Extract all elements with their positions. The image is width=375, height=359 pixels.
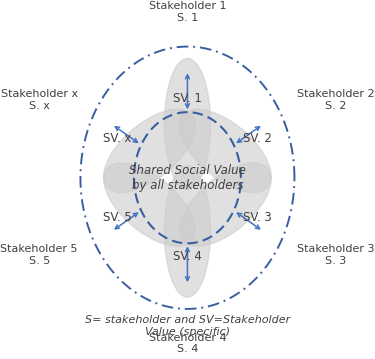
- Text: Stakeholder 1
S. 1: Stakeholder 1 S. 1: [148, 1, 226, 23]
- Text: Stakeholder 5
S. 5: Stakeholder 5 S. 5: [0, 244, 78, 266]
- Text: Stakeholder 2
S. 2: Stakeholder 2 S. 2: [297, 89, 375, 111]
- Ellipse shape: [164, 166, 210, 297]
- Ellipse shape: [104, 109, 195, 192]
- Text: SV. 5: SV. 5: [103, 211, 132, 224]
- Text: Stakeholder 3
S. 3: Stakeholder 3 S. 3: [297, 244, 375, 266]
- Ellipse shape: [164, 59, 210, 190]
- Text: Stakeholder 4
S. 4: Stakeholder 4 S. 4: [148, 333, 226, 354]
- Text: S= stakeholder and SV=Stakeholder
Value (specific): S= stakeholder and SV=Stakeholder Value …: [85, 315, 290, 337]
- Ellipse shape: [180, 109, 271, 192]
- Ellipse shape: [104, 163, 195, 246]
- Text: Shared Social Value
by all stakeholders: Shared Social Value by all stakeholders: [129, 164, 246, 192]
- Text: SV. 4: SV. 4: [173, 250, 202, 263]
- Text: Stakeholder x
S. x: Stakeholder x S. x: [1, 89, 78, 111]
- Ellipse shape: [180, 163, 271, 246]
- Text: SV. 1: SV. 1: [173, 92, 202, 105]
- Text: SV. x: SV. x: [103, 132, 132, 145]
- Text: SV. 3: SV. 3: [243, 211, 272, 224]
- Text: SV. 2: SV. 2: [243, 132, 272, 145]
